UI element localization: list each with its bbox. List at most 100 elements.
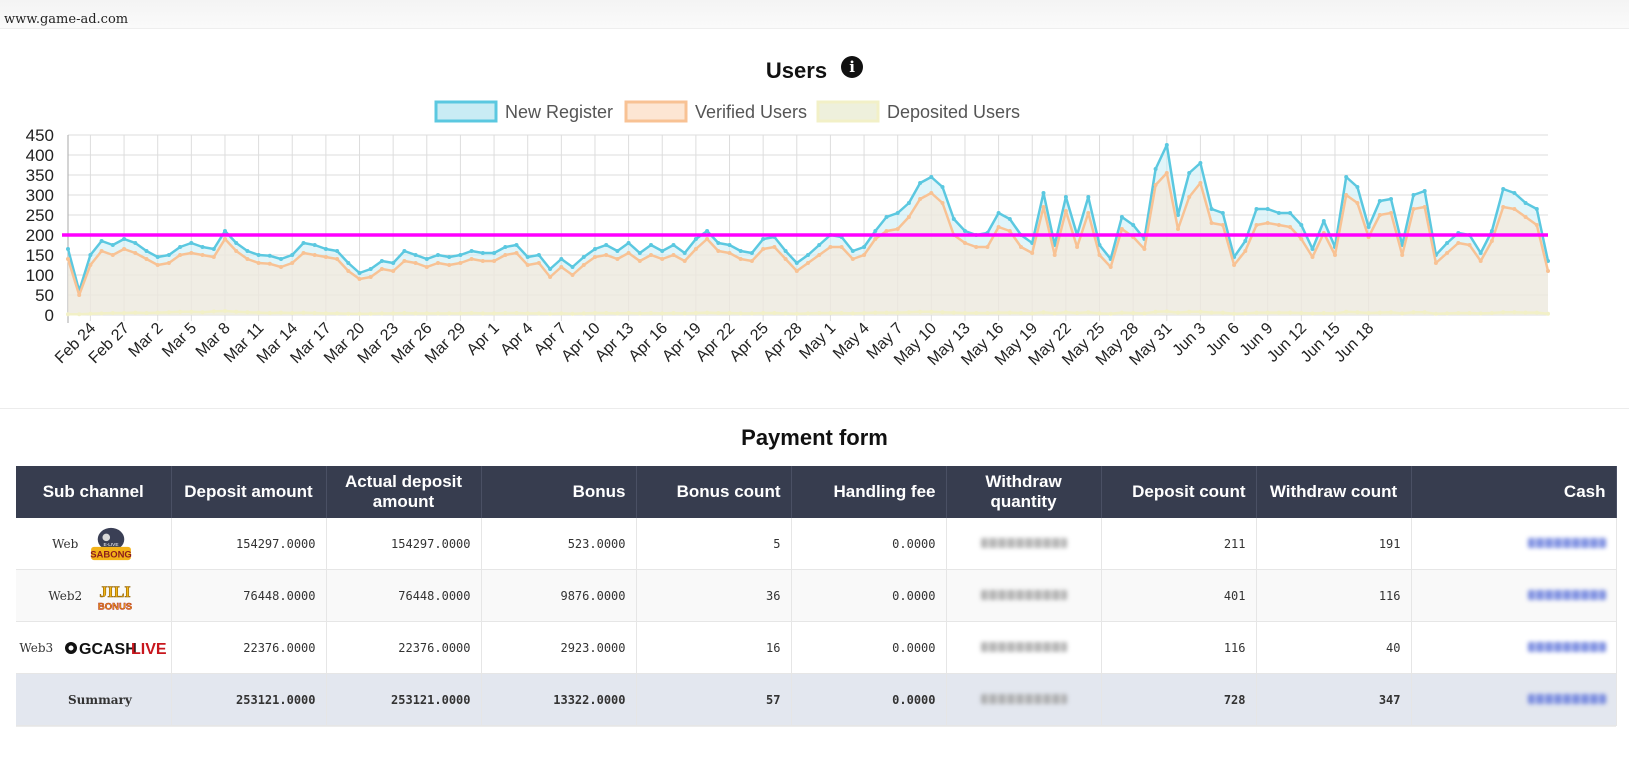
data-point [379,267,384,271]
data-point [918,181,923,185]
data-point [1389,211,1393,215]
x-tick-label: Mar 5 [159,320,200,361]
cash-cell [1411,673,1617,726]
y-tick-label: 450 [26,126,54,145]
data-point [1344,193,1349,197]
data-point [1164,143,1169,147]
data-point [1063,209,1068,213]
data-point [391,261,396,265]
data-point [604,311,609,315]
data-point [1052,253,1057,257]
data-point [850,249,855,253]
section-divider [0,408,1629,409]
data-point [133,251,138,255]
data-point [1198,161,1203,165]
data-point [974,311,979,315]
data-point [1333,311,1337,316]
data-point [996,211,1001,215]
data-point [1377,213,1382,217]
data-point [357,311,362,316]
data-point [1456,241,1461,245]
table-title: Payment form [741,425,888,450]
x-tick-label: Apr 1 [464,320,503,359]
data-point [1299,311,1304,315]
data-point [245,249,250,253]
data-point [312,243,317,247]
info-icon[interactable]: i [841,56,864,78]
data-point [626,251,631,255]
data-point [189,241,194,245]
data-point [727,243,732,247]
actual-deposit-cell: 76448.0000 [326,569,482,622]
withdraw-count-cell: 347 [1256,673,1412,726]
data-point [480,311,485,316]
data-point [122,247,127,251]
data-point [66,247,70,251]
data-point [469,257,474,261]
data-point [581,263,586,267]
data-point [1276,223,1281,227]
data-point [1108,311,1113,316]
header-bonus[interactable]: Bonus [481,466,637,518]
data-point [155,255,160,259]
data-point [1276,310,1281,315]
data-point [469,311,474,315]
data-point [166,253,171,257]
data-point [794,311,799,316]
data-point [1187,171,1192,175]
data-point [77,312,82,317]
data-point [1153,167,1158,171]
data-point [828,245,833,249]
header-withdraw-quantity[interactable]: Withdraw quantity [946,466,1102,518]
data-point [1377,310,1382,315]
data-point [593,255,597,259]
data-point [312,253,317,257]
data-point [492,311,497,316]
bonus-count-cell: 57 [636,673,792,726]
data-point [1198,309,1203,314]
data-point [1534,223,1539,227]
redacted-value [980,693,1067,704]
header-bonus-count[interactable]: Bonus count [636,466,792,518]
header-deposit-count[interactable]: Deposit count [1101,466,1257,518]
users-chart: New Register Verified Users Deposited User… [26,100,1550,369]
data-point [727,251,732,255]
data-point [615,311,620,316]
data-point [940,185,945,189]
data-point [357,277,362,281]
header-handling-fee[interactable]: Handling fee [791,466,947,518]
redacted-value [1527,693,1606,704]
data-point [1478,311,1483,316]
data-point [189,251,194,255]
data-point [279,310,283,315]
data-point [626,311,631,315]
header-withdraw-count[interactable]: Withdraw count [1256,466,1412,518]
series-area [68,173,1548,315]
header-cash[interactable]: Cash [1411,466,1617,518]
data-point [559,265,564,269]
watermark: www.game-ad.com [4,12,129,27]
header-deposit-amount[interactable]: Deposit amount [171,466,327,518]
data-point [963,311,967,315]
data-point [200,253,205,257]
data-point [413,253,418,257]
data-point [637,251,642,255]
data-point [301,251,306,255]
data-point [1075,245,1080,249]
data-point [1187,195,1192,199]
data-point [794,261,799,265]
data-point [906,310,911,315]
data-point [1019,311,1023,315]
data-point [1501,310,1506,315]
data-point [716,241,721,245]
data-point [1164,171,1169,175]
legend-label: Deposited Users [887,102,1020,122]
data-point [1534,310,1539,315]
header-actual-deposit-amount[interactable]: Actual deposit amount [326,466,482,518]
header-sub-channel[interactable]: Sub channel [16,466,172,518]
data-point [817,311,822,315]
redacted-value [980,537,1067,548]
data-point [144,249,149,253]
data-point [929,191,934,195]
data-point [346,261,351,265]
